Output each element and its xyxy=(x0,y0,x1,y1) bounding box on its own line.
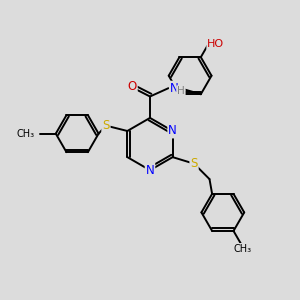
Text: N: N xyxy=(168,124,177,137)
Text: N: N xyxy=(170,82,179,95)
Text: N: N xyxy=(146,164,154,177)
Text: H: H xyxy=(177,86,185,96)
Text: O: O xyxy=(128,80,137,93)
Text: S: S xyxy=(190,157,198,170)
Text: CH₃: CH₃ xyxy=(16,129,34,139)
Text: HO: HO xyxy=(207,39,224,49)
Text: S: S xyxy=(102,119,110,132)
Text: CH₃: CH₃ xyxy=(234,244,252,254)
